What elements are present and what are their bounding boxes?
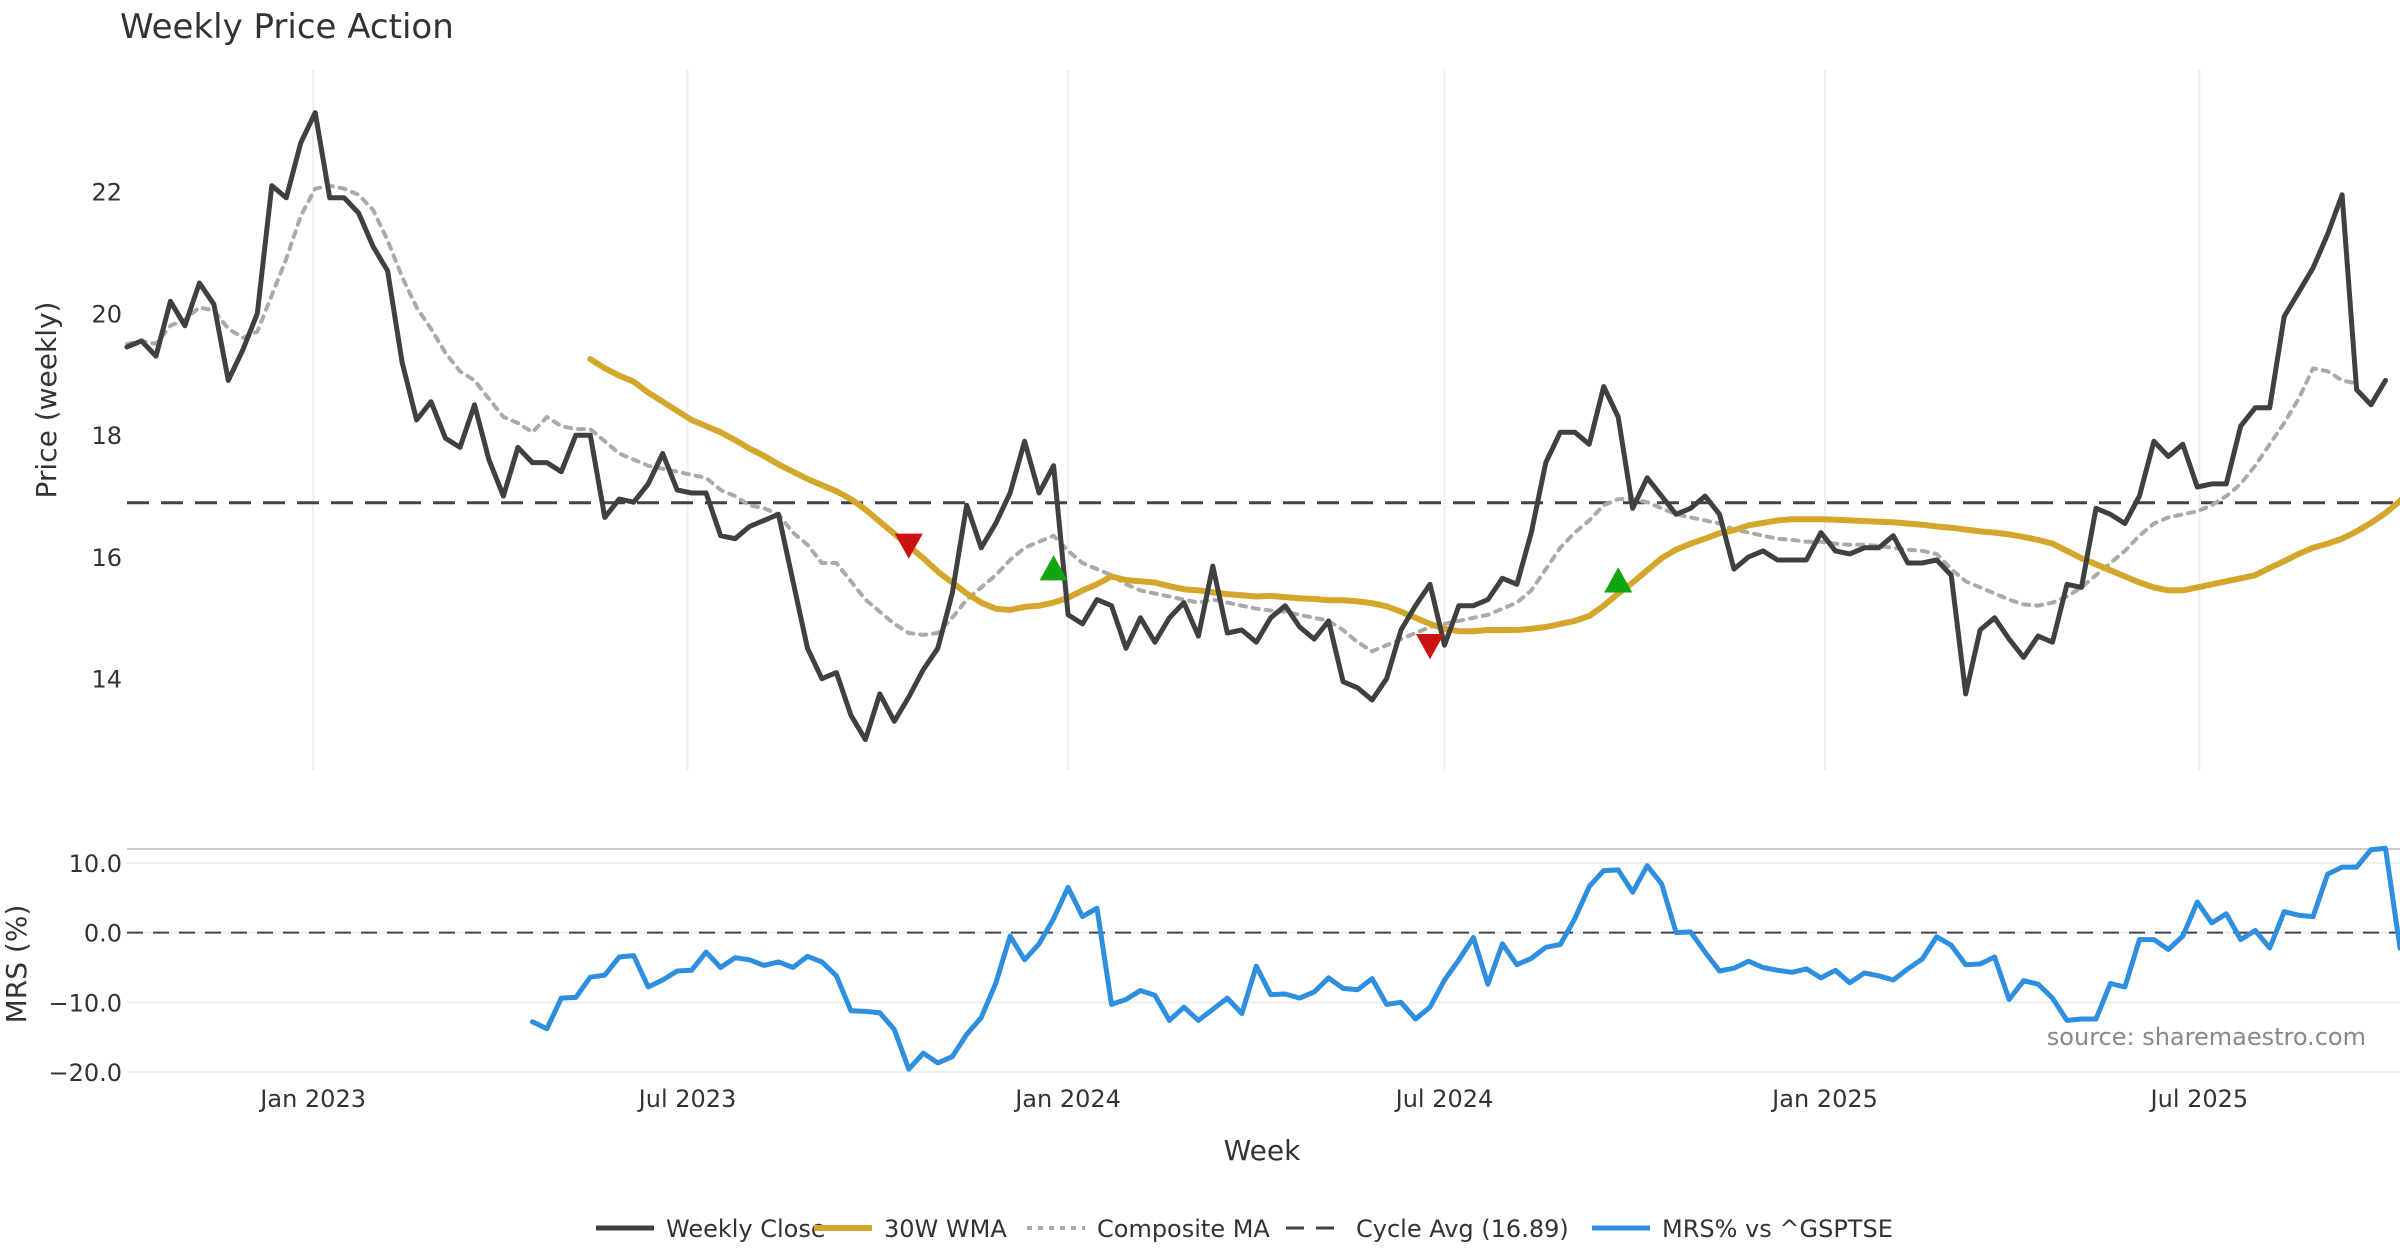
legend-item-cycle-avg-16-89: Cycle Avg (16.89) (1286, 1215, 1569, 1243)
series-line-composite-ma (125, 183, 2359, 654)
price-y-tick-16: 16 (91, 544, 122, 572)
price-y-tick-14: 14 (91, 666, 122, 694)
chart-title: Weekly Price Action (120, 7, 454, 47)
legend-label-30w-wma: 30W WMA (884, 1215, 1007, 1243)
price-series-group (124, 110, 2400, 743)
mrs-y-tick-2: 0.0 (84, 920, 122, 948)
legend-label-weekly-close: Weekly Close (666, 1215, 826, 1243)
x-axis-label: Week (1224, 1134, 1301, 1167)
x-tick-jan-2025: Jan 2025 (1770, 1085, 1878, 1113)
x-tick-jul-2023: Jul 2023 (637, 1085, 737, 1113)
legend-label-mrs-vs-gsptse: MRS% vs ^GSPTSE (1662, 1215, 1893, 1243)
x-tick-jan-2023: Jan 2023 (258, 1085, 366, 1113)
sell-signal-marker-3 (1415, 634, 1444, 660)
sell-signal-marker-1 (894, 533, 923, 559)
price-y-axis-label: Price (weekly) (30, 302, 63, 499)
legend-item-mrs-vs-gsptse: MRS% vs ^GSPTSE (1592, 1215, 1893, 1243)
signal-markers (894, 533, 1633, 660)
price-y-tick-22: 22 (91, 179, 122, 207)
mrs-panel: −20.0 −10.0 0.0 10.0 MRS (%) source: sharem… (0, 845, 2400, 1087)
mrs-series-group (529, 845, 2400, 1072)
mrs-y-ticks: −20.0 −10.0 0.0 10.0 (48, 850, 122, 1087)
mrs-y-tick-1: −10.0 (48, 989, 122, 1017)
legend-item-30w-wma: 30W WMA (814, 1215, 1007, 1243)
series-line-weekly-close (124, 110, 2388, 743)
legend-label-composite-ma: Composite MA (1097, 1215, 1270, 1243)
x-axis-ticks: Jan 2023 Jul 2023 Jan 2024 Jul 2024 Jan 2025… (258, 1085, 2248, 1113)
price-gridlines (312, 70, 2201, 770)
mrs-y-tick-0: −20.0 (48, 1059, 122, 1087)
series-line-mrs-vs-gsptse (529, 845, 2400, 1072)
source-note: source: sharemaestro.com (2047, 1023, 2366, 1051)
buy-signal-marker-2 (1039, 555, 1068, 581)
mrs-y-tick-3: 10.0 (69, 850, 122, 878)
legend: Weekly Close 30W WMA Composite MA Cycle Avg… (596, 1215, 1893, 1243)
legend-label-cycle-avg-16-89: Cycle Avg (16.89) (1356, 1215, 1569, 1243)
mrs-y-axis-label: MRS (%) (0, 905, 33, 1024)
price-y-ticks: 14 16 18 20 22 (91, 179, 122, 694)
x-tick-jul-2025: Jul 2025 (2149, 1085, 2249, 1113)
price-y-tick-18: 18 (91, 422, 122, 450)
x-tick-jul-2024: Jul 2024 (1394, 1085, 1494, 1113)
buy-signal-marker-4 (1604, 567, 1633, 593)
price-y-tick-20: 20 (91, 300, 122, 328)
price-panel: 14 16 18 20 22 Price (weekly) (30, 70, 2400, 770)
legend-item-composite-ma: Composite MA (1027, 1215, 1270, 1243)
x-tick-jan-2024: Jan 2024 (1013, 1085, 1121, 1113)
legend-item-weekly-close: Weekly Close (596, 1215, 826, 1243)
